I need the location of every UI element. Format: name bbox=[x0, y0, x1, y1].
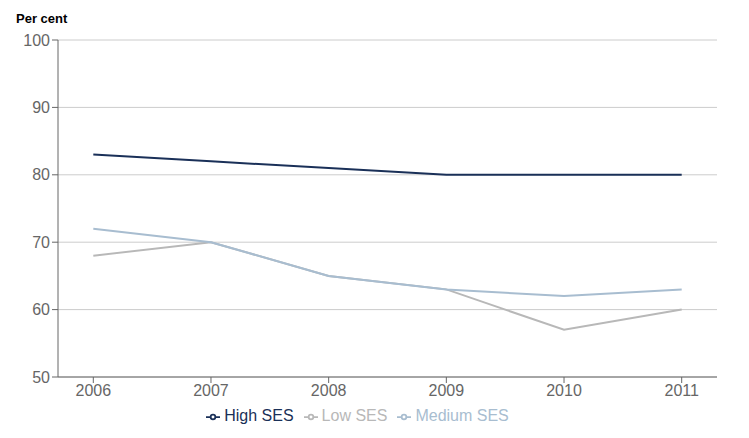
svg-text:70: 70 bbox=[32, 234, 50, 251]
html-text:High SES: High SES bbox=[224, 407, 294, 424]
svg-text:100: 100 bbox=[23, 32, 50, 49]
html-text:Per cent: Per cent bbox=[16, 11, 68, 26]
html-text:Low SES: Low SES bbox=[321, 407, 388, 424]
svg-text:2010: 2010 bbox=[546, 382, 582, 399]
svg-text:50: 50 bbox=[32, 369, 50, 386]
svg-text:2009: 2009 bbox=[429, 382, 465, 399]
svg-text:2007: 2007 bbox=[193, 382, 229, 399]
svg-text:90: 90 bbox=[32, 99, 50, 116]
svg-text:2006: 2006 bbox=[76, 382, 112, 399]
svg-text:60: 60 bbox=[32, 301, 50, 318]
svg-text:2008: 2008 bbox=[311, 382, 347, 399]
svg-text:2011: 2011 bbox=[664, 382, 699, 399]
svg-text:80: 80 bbox=[32, 166, 50, 183]
html-text:Medium SES: Medium SES bbox=[415, 407, 509, 424]
